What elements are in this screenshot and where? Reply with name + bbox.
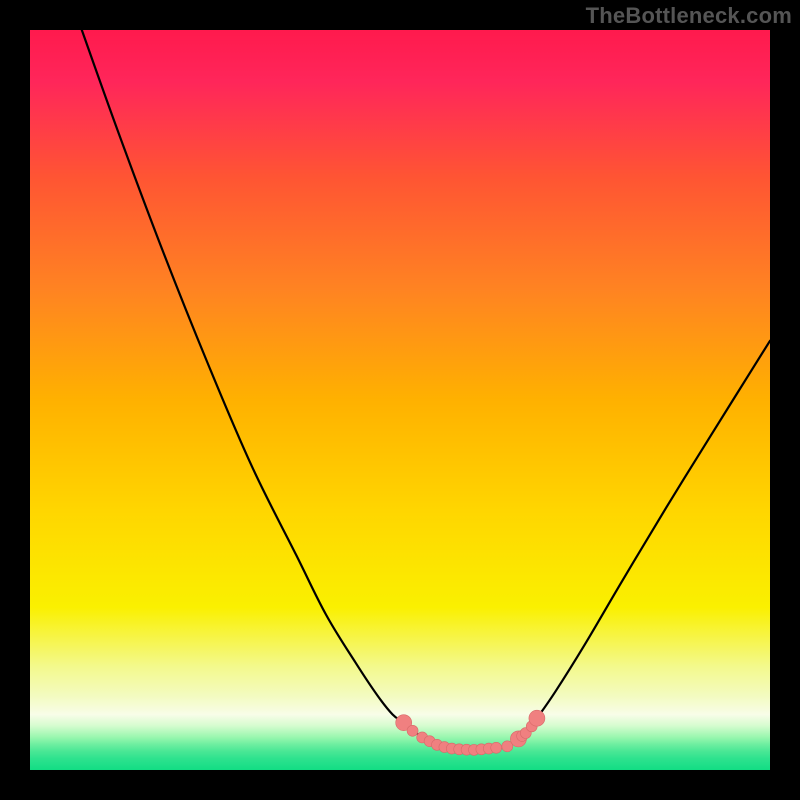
chart-container: TheBottleneck.com <box>0 0 800 800</box>
plot-background <box>30 30 770 770</box>
watermark-text: TheBottleneck.com <box>586 3 792 29</box>
bottleneck-curve-chart <box>0 0 800 800</box>
curve-marker <box>491 742 502 753</box>
curve-marker <box>407 725 418 736</box>
curve-marker <box>529 710 545 726</box>
